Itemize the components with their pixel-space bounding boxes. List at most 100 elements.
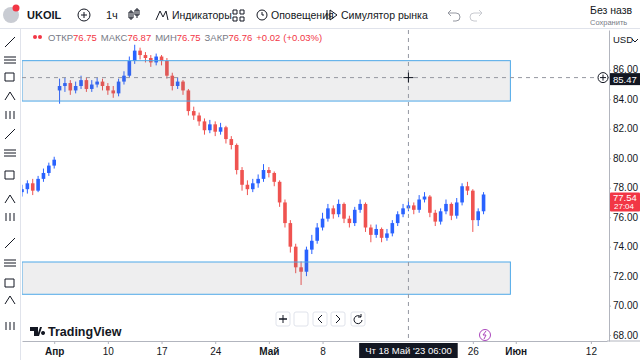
legend-change-pct: (+0.03%) xyxy=(283,32,322,43)
candle-body xyxy=(450,204,454,216)
tick-mark xyxy=(609,70,611,71)
tool-icon[interactable] xyxy=(6,213,14,221)
candle xyxy=(444,200,448,215)
candle xyxy=(450,202,454,220)
redo[interactable] xyxy=(470,10,482,21)
x-tick: 10 xyxy=(103,341,115,357)
candle-body xyxy=(267,170,271,173)
nav-button[interactable] xyxy=(331,312,345,326)
chart-type[interactable] xyxy=(129,8,139,20)
tool-icon[interactable] xyxy=(5,73,14,81)
candle xyxy=(337,200,341,218)
tick-label: Июн xyxy=(505,346,527,357)
tool-icon[interactable] xyxy=(4,150,16,156)
x-tick: 26 xyxy=(468,341,480,357)
y-tick: 70.00 xyxy=(609,300,638,311)
candle xyxy=(235,143,239,174)
candle xyxy=(380,228,384,243)
candle xyxy=(272,171,276,186)
alerts[interactable]: Оповещения xyxy=(271,9,334,21)
tool-icon[interactable] xyxy=(4,57,16,63)
add-symbol[interactable] xyxy=(78,9,90,21)
candle xyxy=(36,176,40,192)
candle-body xyxy=(197,115,201,121)
candle-body xyxy=(203,121,207,130)
candle xyxy=(385,229,389,241)
nav-icon[interactable] xyxy=(336,315,340,323)
tick-label: 26 xyxy=(468,346,480,357)
alerts-icon[interactable] xyxy=(257,10,267,20)
add-plus[interactable] xyxy=(600,75,606,81)
candle xyxy=(213,121,217,136)
candle-body xyxy=(358,204,362,210)
nav-icon[interactable] xyxy=(279,315,287,323)
undo[interactable] xyxy=(448,10,460,21)
tick-label: 17 xyxy=(156,346,168,357)
nav-button[interactable] xyxy=(276,312,290,326)
candle-body xyxy=(433,213,437,222)
layout-name[interactable]: Без назв xyxy=(590,4,633,16)
nav-icon[interactable] xyxy=(354,314,362,324)
add-plus[interactable] xyxy=(81,12,87,18)
indicators-icon[interactable] xyxy=(156,11,168,20)
add-circle[interactable] xyxy=(598,73,608,83)
tool-icon[interactable] xyxy=(5,195,15,203)
countdown: 27:04 xyxy=(614,202,635,211)
lightning-icon[interactable] xyxy=(483,331,486,339)
candle-body xyxy=(213,124,217,131)
tick-label: 10 xyxy=(103,346,115,357)
price-zone xyxy=(22,262,510,294)
nav-button[interactable] xyxy=(351,312,365,326)
tick-mark xyxy=(609,217,611,218)
add-circle[interactable] xyxy=(78,9,90,21)
x-tick: 12 xyxy=(586,341,598,357)
candle xyxy=(138,48,142,60)
tick-label: Апр xyxy=(45,346,64,357)
lightning-circle[interactable] xyxy=(480,330,491,341)
watermark-text: TradingView xyxy=(48,325,122,339)
save[interactable]: Сохранить xyxy=(590,18,627,27)
tick-mark xyxy=(609,335,611,336)
tool-icon[interactable] xyxy=(5,171,14,179)
nav-icon[interactable] xyxy=(318,315,322,323)
tick-label: 24 xyxy=(210,346,222,357)
watermark: TradingView xyxy=(30,325,122,339)
x-axis: Апр101724Май826Июн12 xyxy=(23,341,608,357)
tool-icon[interactable] xyxy=(5,37,15,47)
label-box xyxy=(359,343,458,358)
candle-body xyxy=(52,160,56,166)
background xyxy=(0,0,640,360)
label-box xyxy=(610,192,640,211)
y-tick: 82.00 xyxy=(609,123,638,134)
replay-icon[interactable] xyxy=(327,10,337,20)
tool-icon[interactable] xyxy=(4,260,16,266)
y-tick: 84.00 xyxy=(609,94,638,105)
candle-body xyxy=(283,202,287,223)
candle-body xyxy=(26,183,30,189)
nav-button[interactable] xyxy=(294,312,308,326)
x-tick: 17 xyxy=(156,341,168,357)
x-tick: 24 xyxy=(210,341,222,357)
replay[interactable]: Симулятор рынка xyxy=(341,9,428,21)
tick-label: 12 xyxy=(586,346,598,357)
symbol[interactable]: UKOIL xyxy=(27,9,62,21)
add-button[interactable] xyxy=(598,73,608,83)
indicators[interactable]: Индикаторы xyxy=(172,9,232,21)
tool-icon[interactable] xyxy=(5,296,15,304)
legend-icon xyxy=(33,35,42,39)
layouts-icon[interactable] xyxy=(233,10,244,21)
tool-icon[interactable] xyxy=(5,279,14,287)
tool-icon[interactable] xyxy=(6,322,14,330)
y-tick: 74.00 xyxy=(609,241,638,252)
tool-icon[interactable] xyxy=(5,129,15,139)
interval[interactable]: 1ч xyxy=(106,9,118,21)
tool-icon[interactable] xyxy=(6,111,14,119)
tick-label: 80.00 xyxy=(613,153,638,164)
tool-icon[interactable] xyxy=(5,238,15,248)
nav-button[interactable] xyxy=(313,312,327,326)
crosshair-price: 85.47 xyxy=(613,74,637,85)
candle xyxy=(52,157,56,169)
tool-icon[interactable] xyxy=(5,92,15,100)
candle xyxy=(342,202,346,223)
lightning-button[interactable] xyxy=(480,330,491,341)
